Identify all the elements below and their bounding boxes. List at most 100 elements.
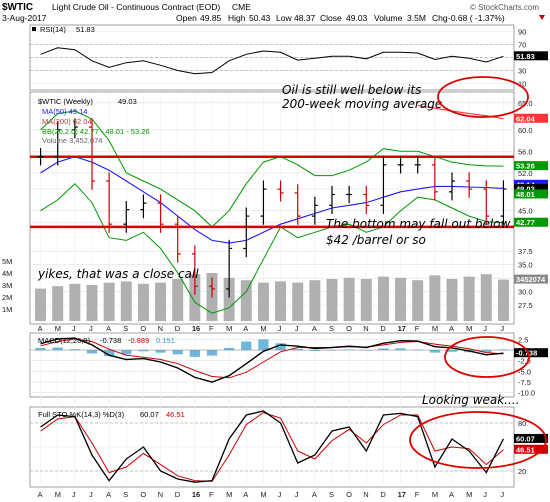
sto-tick: 20 — [518, 467, 526, 476]
price-tick: 27.5 — [518, 301, 533, 310]
x-tick-label: F — [209, 324, 214, 333]
rsi-legend-symbol: RSI(14) — [40, 25, 66, 34]
rsi-tick: 30 — [518, 67, 526, 76]
price-legend: $WTIC (Weekly) 49.03 MA(50) 49.14 MA(200… — [38, 97, 150, 145]
symbol-label: $WTIC — [2, 2, 33, 13]
x-tick-label: A — [106, 490, 111, 499]
x-tick-label: D — [380, 490, 386, 499]
volume-bar — [86, 285, 98, 321]
volume-bar — [240, 280, 252, 321]
volume-bar — [257, 282, 269, 321]
volume-bar — [497, 279, 509, 321]
x-tick-label: A — [312, 490, 317, 499]
volume-badge-bg — [514, 274, 548, 284]
bottom-note-line2: $42 /barrel or so — [326, 233, 426, 247]
weak-note: Looking weak.... — [422, 393, 519, 407]
high-value: 50.43 — [249, 13, 271, 23]
bb-mid-badge-bg — [514, 189, 548, 199]
close-badge-bg — [514, 183, 548, 193]
volume-bar — [429, 275, 441, 321]
macd-histogram-bar — [344, 349, 355, 351]
ma50-line — [40, 156, 504, 244]
rsi-legend: RSI(14) 51.83 — [32, 25, 95, 34]
macd-histogram-bar — [35, 347, 46, 351]
volume-bar — [120, 281, 132, 321]
x-tick-label: J — [483, 490, 487, 499]
macd-histogram-bar — [86, 350, 98, 354]
volume-legend: Volume 3,452,074 — [42, 136, 102, 145]
x-tick-label: S — [329, 490, 334, 499]
x-tick-label: J — [295, 324, 299, 333]
volume-bars — [35, 273, 509, 321]
x-tick-label: O — [346, 490, 352, 499]
volume-tick: 5M — [2, 257, 12, 266]
x-tick-label: O — [346, 324, 352, 333]
x-tick-label: M — [260, 490, 266, 499]
bb-upper-badge: 53.26 — [516, 162, 535, 171]
volume-bar — [343, 277, 355, 321]
macd-histogram-bar — [429, 350, 440, 353]
macd-histogram-bar — [224, 347, 235, 351]
macd-legend-symbol: MACD(12,26,9) — [38, 336, 91, 345]
volume-bar — [52, 286, 64, 321]
bb-lower-badge-bg — [514, 217, 548, 227]
x-tick-label: D — [175, 324, 181, 333]
macd-histogram-bar — [258, 339, 269, 351]
sto-tick: 80 — [518, 419, 526, 428]
x-tick-label: M — [226, 324, 232, 333]
volume-bar — [155, 282, 167, 321]
x-tick-label: O — [140, 324, 146, 333]
price-tick: 45.0 — [518, 207, 533, 216]
macd-histogram-bar — [138, 350, 149, 352]
x-tick-label: J — [500, 490, 504, 499]
x-tick-label: M — [432, 490, 438, 499]
high-label: High — [228, 13, 246, 23]
date-label: 3-Aug-2017 — [2, 13, 47, 23]
chg-label: Chg — [432, 13, 448, 23]
macd-legend: MACD(12,26,9) -0.738 -0.889 0.151 — [38, 336, 175, 345]
chg-value: -0.68 ( -1.37%) — [448, 13, 505, 23]
x-tick-label: J — [72, 324, 76, 333]
macd-legend-hist: 0.151 — [156, 336, 175, 345]
macd-highlight-circle — [444, 336, 530, 378]
x-tick-label: 17 — [398, 490, 406, 499]
watermark: © StockCharts.com — [470, 3, 539, 12]
bb-lower-line — [40, 182, 504, 314]
macd-histogram-bar — [155, 350, 166, 353]
bb-upper-badge-bg — [514, 161, 548, 171]
macd-tick: 2.5 — [518, 335, 528, 344]
rsi-badge: 51.83 — [516, 52, 535, 61]
sto-legend: Full STO %K(14,3) %D(3) 60.07 46.51 — [38, 410, 185, 419]
x-tick-label: J — [483, 324, 487, 333]
price-legend-symbol: $WTIC (Weekly) — [38, 97, 93, 106]
x-tick-label: N — [363, 324, 368, 333]
x-tick-label: J — [500, 324, 504, 333]
chart-title: Light Crude Oil - Continuous Contract (E… — [52, 2, 220, 12]
ma200-badge: 62.04 — [516, 114, 536, 123]
bb-legend: BB(20,2.0) 42.77 - 48.01 - 53.26 — [42, 127, 150, 136]
volume-bar — [360, 279, 372, 321]
price-legend-value: 49.03 — [118, 97, 137, 106]
macd-histogram-bar — [498, 349, 509, 351]
volume-bar — [69, 283, 81, 321]
close-value: 49.03 — [346, 13, 368, 23]
macd-histogram-bar — [446, 350, 458, 352]
price-tick: 52.0 — [518, 169, 533, 178]
rsi-tick: 70 — [518, 41, 526, 50]
sto-k-badge: 60.07 — [516, 434, 535, 443]
sto-d-badge-bg — [514, 444, 548, 454]
macd-histogram-bar — [189, 350, 200, 357]
macd-tick: -10.0 — [518, 389, 535, 398]
macd-histogram-bar — [206, 350, 218, 356]
rsi-legend-value: 51.83 — [76, 25, 95, 34]
macd-legend-signal: -0.889 — [128, 336, 149, 345]
rsi-tick: 90 — [518, 28, 526, 37]
macd-histogram-bar — [395, 348, 406, 351]
macd-badge-bg — [514, 348, 548, 358]
x-tick-label: S — [123, 324, 128, 333]
macd-histogram-bar — [241, 341, 252, 351]
macd-tick: -2.5 — [518, 357, 531, 366]
volume-badge: 3452074 — [516, 275, 546, 284]
open-label: Open — [176, 13, 197, 23]
